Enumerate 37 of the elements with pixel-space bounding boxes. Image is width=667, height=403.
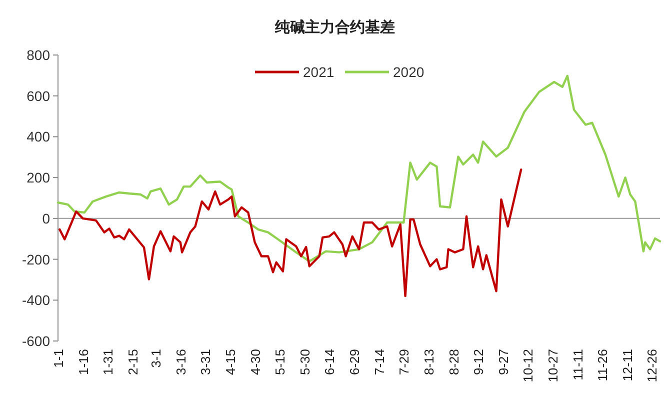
x-tick-label: 1-1 — [51, 349, 66, 368]
x-tick-label: 5-15 — [272, 349, 288, 376]
y-tick-label: 0 — [42, 210, 50, 226]
legend-label: 2020 — [393, 64, 424, 80]
x-tick-label: 6-29 — [347, 349, 362, 376]
x-tick-label: 6-14 — [322, 349, 338, 376]
x-tick-label: 7-29 — [396, 349, 412, 376]
x-tick-label: 4-15 — [223, 349, 238, 376]
y-tick-label: -400 — [22, 292, 50, 308]
x-tick-label: 12-11 — [620, 349, 635, 382]
x-tick-label: 2-15 — [125, 349, 140, 376]
legend-label: 2021 — [303, 64, 334, 80]
x-tick-label: 1-16 — [76, 349, 91, 376]
y-tick-label: 600 — [26, 88, 50, 104]
x-tick-label: 8-28 — [446, 349, 462, 376]
y-tick-label: 800 — [26, 47, 50, 63]
chart-title: 纯碱主力合约基差 — [274, 18, 395, 36]
line-series — [58, 168, 522, 298]
x-tick-label: 10-12 — [520, 349, 536, 382]
x-tick-label: 5-30 — [297, 349, 312, 376]
x-tick-label: 3-1 — [148, 349, 164, 368]
x-tick-label: 1-31 — [100, 349, 116, 376]
x-tick-label: 3-16 — [173, 349, 188, 376]
x-tick-label: 7-14 — [372, 349, 387, 376]
x-tick-label: 9-27 — [496, 349, 511, 376]
x-tick-label: 11-26 — [595, 349, 610, 382]
x-tick-label: 10-27 — [546, 349, 560, 382]
y-tick-label: 200 — [26, 170, 50, 186]
y-tick-label: 400 — [26, 128, 50, 145]
x-tick-label: 12-26 — [644, 349, 660, 382]
y-tick-label: -200 — [22, 251, 50, 268]
x-tick-label: 9-12 — [471, 349, 486, 376]
y-tick-label: -600 — [22, 333, 50, 349]
x-tick-label: 3-31 — [198, 349, 214, 376]
x-tick-label: 8-13 — [421, 349, 436, 376]
x-tick-label: 4-30 — [248, 349, 263, 376]
x-tick-label: 11-11 — [570, 349, 586, 380]
